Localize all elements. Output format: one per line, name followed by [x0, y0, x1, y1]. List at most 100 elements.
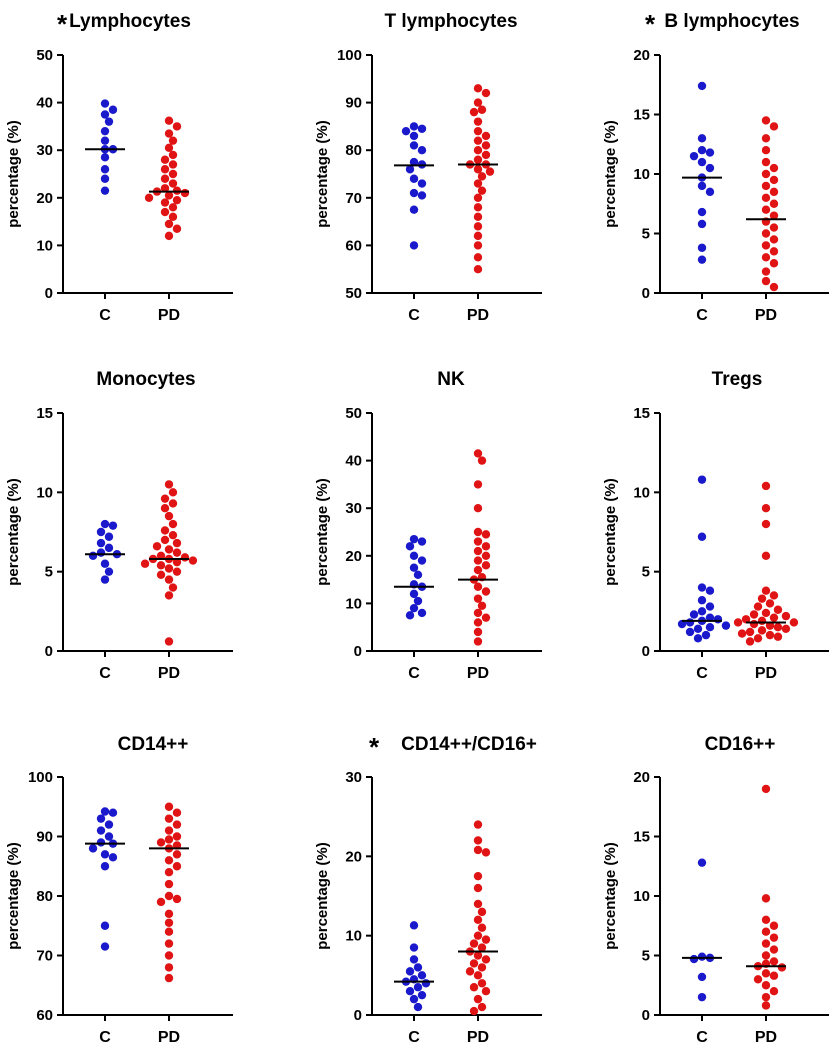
- chart-panel: B lymphocytes * 0 5 10 15 20 C PD percentage (%): [602, 9, 829, 324]
- x-tick-label: C: [99, 1029, 111, 1046]
- data-point-pd: [172, 557, 182, 567]
- data-point-pd: [473, 253, 483, 262]
- data-point-pd: [757, 594, 767, 603]
- data-point-pd: [160, 207, 170, 217]
- x-tick-label: PD: [467, 1029, 489, 1046]
- x-tick-label: C: [408, 1029, 420, 1046]
- data-point-c: [409, 188, 419, 198]
- data-point-pd: [769, 223, 779, 232]
- data-point-c: [697, 475, 707, 484]
- data-point-pd: [152, 542, 162, 551]
- data-point-pd: [473, 146, 483, 155]
- data-point-c: [100, 850, 110, 859]
- data-point-pd: [481, 551, 491, 560]
- data-point-c: [100, 921, 110, 930]
- y-axis-label: percentage (%): [5, 842, 22, 950]
- data-point-c: [96, 548, 106, 557]
- data-point-pd: [789, 618, 799, 627]
- data-point-c: [100, 165, 110, 174]
- data-point-c: [108, 808, 118, 817]
- data-point-c: [100, 126, 110, 136]
- data-point-pd: [473, 994, 483, 1004]
- y-tick-label: 0: [354, 1007, 362, 1024]
- data-point-pd: [160, 198, 170, 207]
- x-tick-label: PD: [467, 665, 489, 682]
- y-tick-label: 100: [337, 47, 362, 64]
- data-point-pd: [481, 530, 491, 539]
- data-point-pd: [761, 1001, 771, 1010]
- data-point-c: [100, 110, 110, 119]
- data-point-pd: [741, 615, 751, 624]
- data-point-c: [88, 844, 98, 853]
- data-point-pd: [168, 212, 178, 222]
- data-point-pd: [172, 850, 182, 859]
- data-point-pd: [769, 247, 779, 256]
- data-point-pd: [481, 987, 491, 996]
- y-tick-label: 10: [345, 928, 362, 945]
- x-tick-label: PD: [755, 1029, 777, 1046]
- data-point-c: [401, 126, 411, 136]
- data-point-pd: [473, 212, 483, 222]
- data-point-c: [104, 543, 114, 553]
- data-point-pd: [473, 537, 483, 546]
- data-point-pd: [164, 116, 174, 125]
- data-point-c: [697, 81, 707, 91]
- data-point-pd: [164, 129, 174, 138]
- data-point-pd: [168, 169, 178, 179]
- data-point-c: [417, 990, 427, 1000]
- data-point-pd: [769, 591, 779, 600]
- data-point-pd: [164, 511, 174, 521]
- data-point-pd: [160, 184, 170, 193]
- x-tick-label: PD: [755, 307, 777, 324]
- data-point-pd: [172, 820, 182, 829]
- y-tick-label: 10: [633, 888, 650, 905]
- y-tick-label: 100: [28, 769, 53, 786]
- data-point-pd: [481, 88, 491, 98]
- data-point-c: [96, 538, 106, 548]
- data-point-pd: [773, 632, 783, 641]
- data-point-pd: [473, 98, 483, 107]
- data-point-c: [100, 174, 110, 183]
- data-point-pd: [769, 199, 779, 208]
- y-axis-label: percentage (%): [314, 478, 331, 586]
- chart-title: NK: [437, 369, 465, 390]
- data-point-pd: [168, 519, 178, 529]
- data-point-c: [96, 814, 106, 823]
- y-tick-label: 60: [36, 1007, 53, 1024]
- data-point-pd: [761, 504, 771, 513]
- data-point-pd: [172, 122, 182, 131]
- data-point-pd: [477, 923, 487, 932]
- data-point-c: [705, 613, 715, 622]
- data-point-c: [100, 136, 110, 145]
- data-point-c: [104, 832, 114, 841]
- data-point-pd: [473, 193, 483, 202]
- data-point-c: [705, 163, 715, 173]
- data-point-pd: [473, 637, 483, 646]
- y-tick-label: 20: [345, 548, 362, 565]
- data-point-pd: [733, 618, 743, 627]
- data-point-c: [100, 559, 110, 568]
- data-point-c: [108, 521, 118, 530]
- y-tick-label: 15: [633, 829, 650, 846]
- data-point-pd: [761, 551, 771, 560]
- y-tick-label: 50: [36, 47, 53, 64]
- chart-title: B lymphocytes: [664, 11, 799, 32]
- chart-title: Tregs: [712, 369, 763, 390]
- data-point-c: [417, 191, 427, 200]
- data-point-pd: [753, 602, 763, 611]
- data-point-c: [96, 826, 106, 835]
- data-point-c: [721, 621, 731, 630]
- data-point-pd: [473, 883, 483, 893]
- data-point-pd: [473, 504, 483, 513]
- y-tick-label: 15: [36, 405, 53, 422]
- data-point-c: [417, 537, 427, 546]
- data-point-pd: [473, 136, 483, 145]
- data-point-pd: [769, 971, 779, 980]
- data-point-pd: [769, 187, 779, 197]
- data-point-pd: [164, 575, 174, 584]
- data-point-c: [697, 207, 707, 217]
- data-point-pd: [164, 879, 174, 889]
- data-point-c: [705, 586, 715, 595]
- data-point-pd: [473, 627, 483, 637]
- data-point-pd: [745, 637, 755, 646]
